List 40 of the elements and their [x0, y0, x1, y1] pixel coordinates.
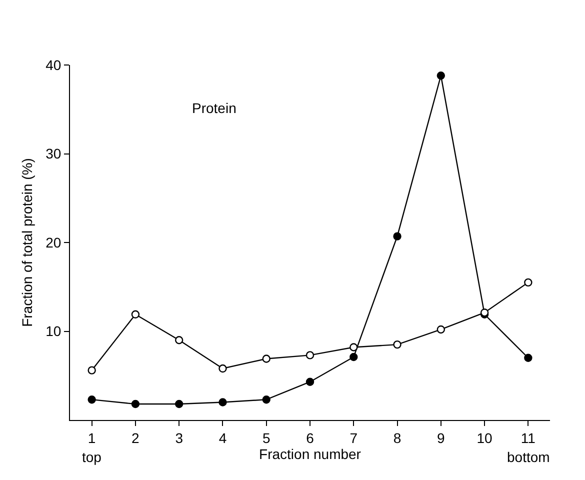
point [174, 400, 184, 408]
y-axis-title: Fraction of total protein (%) [19, 158, 35, 327]
point [393, 340, 402, 349]
point [262, 395, 270, 404]
y-tick-label: 40 [46, 56, 62, 73]
point [88, 366, 96, 374]
x-tick-label: 4 [218, 430, 227, 446]
point [262, 354, 270, 363]
point [350, 352, 358, 362]
text: top [82, 449, 102, 465]
text: bottom [507, 449, 550, 465]
point [524, 278, 532, 287]
point [218, 364, 227, 373]
x-tick-label: 8 [393, 430, 402, 446]
y-tick-label: 10 [46, 323, 62, 340]
annotation: Protein [192, 100, 236, 116]
x-tick-label: 1 [88, 430, 96, 446]
y-tick-label: 30 [46, 146, 62, 162]
y-tick-label: 20 [46, 234, 62, 250]
point [306, 378, 314, 386]
x-tick-label: 3 [175, 430, 184, 446]
point [393, 232, 402, 240]
x-tick-label: 7 [350, 430, 358, 446]
x-tick-label: 11 [520, 430, 536, 446]
point [131, 310, 140, 318]
x-tick-label: 9 [437, 430, 446, 446]
point [131, 400, 140, 408]
point [174, 336, 184, 344]
point [306, 351, 314, 360]
x-axis-title: Fraction number [259, 446, 362, 462]
x-tick-label: 6 [306, 430, 314, 446]
point [436, 325, 446, 334]
point [350, 343, 358, 352]
x-tick-label: 10 [476, 430, 493, 446]
point [436, 72, 446, 80]
point [524, 354, 532, 362]
point [218, 398, 227, 406]
x-tick-label: 5 [262, 430, 270, 446]
point [88, 395, 96, 404]
x-tick-label: 2 [132, 430, 140, 446]
